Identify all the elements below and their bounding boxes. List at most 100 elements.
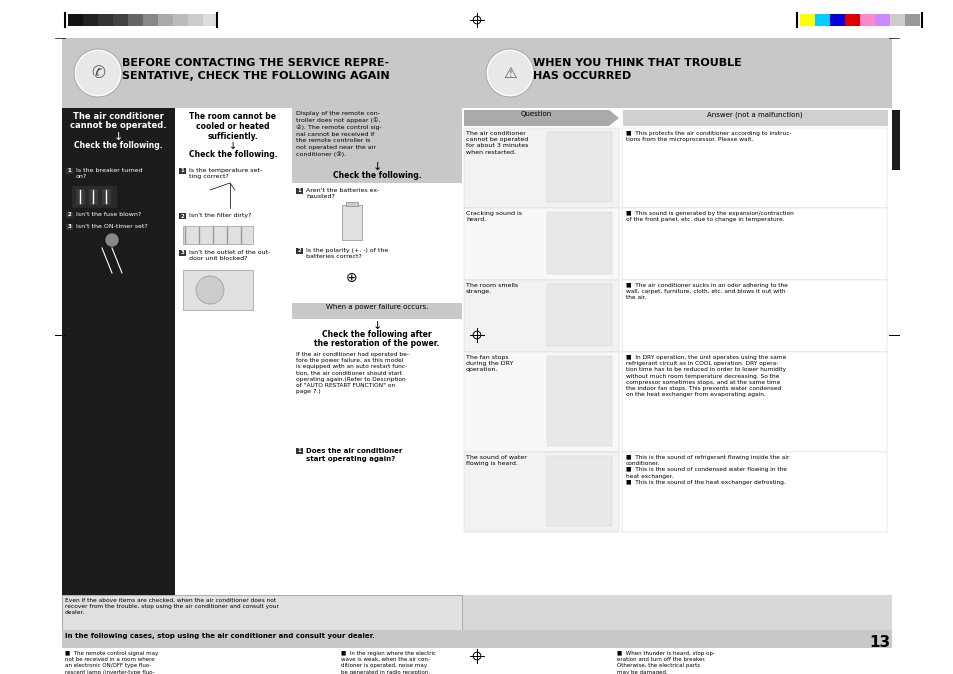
Text: Isn't the filter dirty?: Isn't the filter dirty?: [189, 213, 252, 218]
Polygon shape: [463, 110, 618, 126]
Text: 1: 1: [297, 189, 301, 193]
Bar: [463, 452, 618, 532]
Bar: [621, 452, 886, 532]
Bar: [71, 186, 117, 208]
Text: Aren't the batteries ex-
hausted?: Aren't the batteries ex- hausted?: [306, 188, 379, 200]
Text: Does the air conditioner
start operating again?: Does the air conditioner start operating…: [306, 448, 402, 462]
Text: The air conditioner: The air conditioner: [72, 112, 163, 121]
Text: Is the temperature set-
ting correct?: Is the temperature set- ting correct?: [189, 168, 262, 179]
Bar: [292, 108, 461, 183]
Text: the restoration of the power.: the restoration of the power.: [314, 339, 439, 348]
Text: 2: 2: [68, 212, 71, 218]
Bar: [461, 108, 891, 595]
Text: ■  When thunder is heard, stop op-
eration and turn off the breaker.
Otherwise, : ■ When thunder is heard, stop op- eratio…: [617, 651, 714, 674]
Text: Check the following.: Check the following.: [73, 141, 162, 150]
Bar: [177, 110, 290, 175]
Bar: [62, 595, 461, 630]
Text: Isn't the ON-timer set?: Isn't the ON-timer set?: [76, 224, 148, 229]
Text: Isn't the outlet of the out-
door unit blocked?: Isn't the outlet of the out- door unit b…: [189, 250, 270, 262]
Ellipse shape: [485, 49, 534, 97]
Bar: [546, 284, 612, 346]
Text: Check the following.: Check the following.: [333, 171, 421, 180]
Bar: [292, 303, 461, 319]
Bar: [621, 352, 886, 452]
Bar: [143, 14, 158, 26]
Bar: [62, 38, 891, 638]
Text: sufficiently.: sufficiently.: [208, 132, 258, 141]
Bar: [62, 38, 891, 108]
Text: ✆: ✆: [91, 64, 105, 82]
Bar: [128, 14, 143, 26]
Text: ⊕: ⊕: [346, 271, 357, 285]
Text: When a power failure occurs.: When a power failure occurs.: [326, 304, 428, 310]
Bar: [295, 248, 303, 254]
Text: HAS OCCURRED: HAS OCCURRED: [533, 71, 631, 81]
Text: The sound of water
flowing is heard.: The sound of water flowing is heard.: [465, 455, 526, 466]
Bar: [62, 108, 174, 595]
Bar: [621, 208, 886, 280]
Bar: [829, 14, 844, 26]
Bar: [463, 208, 618, 280]
Circle shape: [195, 276, 224, 304]
Bar: [546, 132, 612, 202]
Bar: [844, 14, 859, 26]
Bar: [64, 110, 172, 165]
Text: Is the polarity (+, -) of the
batteries correct?: Is the polarity (+, -) of the batteries …: [306, 248, 388, 259]
Text: 2: 2: [297, 249, 301, 253]
Bar: [112, 14, 128, 26]
Text: 1: 1: [297, 448, 301, 454]
Text: WHEN YOU THINK THAT TROUBLE: WHEN YOU THINK THAT TROUBLE: [533, 58, 741, 68]
Bar: [546, 212, 612, 274]
Text: ⚠: ⚠: [502, 65, 517, 80]
Bar: [546, 356, 612, 446]
Text: 1: 1: [180, 168, 184, 173]
Bar: [66, 224, 73, 230]
Text: ■  This sound is generated by the expansion/contraction
of the front panel, etc.: ■ This sound is generated by the expansi…: [625, 211, 793, 222]
Circle shape: [106, 234, 118, 246]
Text: ↓: ↓: [229, 141, 236, 151]
Text: ■  This protects the air conditioner according to instruc-
tions from the microp: ■ This protects the air conditioner acco…: [625, 131, 791, 142]
Text: Check the following after: Check the following after: [322, 330, 432, 339]
Bar: [62, 108, 461, 595]
Text: Display of the remote con-
troller does not appear (①,
②). The remote control si: Display of the remote con- troller does …: [295, 111, 381, 157]
Bar: [62, 630, 891, 648]
Text: ■  The air conditioner sucks in an odor adhering to the
wall, carpet, furniture,: ■ The air conditioner sucks in an odor a…: [625, 283, 787, 301]
Bar: [800, 14, 814, 26]
Bar: [203, 14, 218, 26]
Bar: [188, 14, 203, 26]
Text: ■  The remote control signal may
not be received in a room where
an electronic O: ■ The remote control signal may not be r…: [65, 651, 158, 674]
Bar: [621, 280, 886, 352]
Text: The room cannot be: The room cannot be: [190, 112, 276, 121]
Bar: [295, 448, 303, 454]
Bar: [89, 189, 98, 205]
Text: Cracking sound is
heard.: Cracking sound is heard.: [465, 211, 521, 222]
Bar: [341, 205, 361, 240]
Bar: [172, 14, 188, 26]
Text: ■  In the region where the electric
wave is weak, when the air con-
ditioner is : ■ In the region where the electric wave …: [340, 651, 436, 674]
Bar: [183, 270, 253, 310]
Text: SENTATIVE, CHECK THE FOLLOWING AGAIN: SENTATIVE, CHECK THE FOLLOWING AGAIN: [122, 71, 389, 81]
Bar: [76, 189, 85, 205]
Bar: [179, 250, 186, 256]
Text: The air conditioner
cannot be operated
for about 3 minutes
when restarted.: The air conditioner cannot be operated f…: [465, 131, 528, 154]
Ellipse shape: [74, 49, 122, 97]
Bar: [0, 0, 953, 38]
Text: ↓: ↓: [372, 321, 381, 331]
Text: The fan stops
during the DRY
operation.: The fan stops during the DRY operation.: [465, 355, 513, 373]
Text: 13: 13: [868, 635, 889, 650]
Text: ■  In DRY operation, the unit operates using the same
refrigerant circuit as in : ■ In DRY operation, the unit operates us…: [625, 355, 785, 397]
Text: Question: Question: [519, 111, 551, 117]
Text: Isn't the fuse blown?: Isn't the fuse blown?: [76, 212, 141, 217]
Bar: [0, 638, 953, 674]
Text: ■  This is the sound of refrigerant flowing inside the air
conditioner.
■  This : ■ This is the sound of refrigerant flowi…: [625, 455, 788, 485]
Bar: [463, 280, 618, 352]
Bar: [295, 188, 303, 194]
Text: cooled or heated: cooled or heated: [196, 122, 270, 131]
Ellipse shape: [488, 51, 532, 95]
Bar: [83, 14, 98, 26]
Text: 2: 2: [180, 214, 184, 218]
Bar: [179, 168, 186, 174]
Text: Is the breaker turned
on?: Is the breaker turned on?: [76, 168, 143, 179]
Bar: [621, 128, 886, 208]
Bar: [158, 14, 172, 26]
